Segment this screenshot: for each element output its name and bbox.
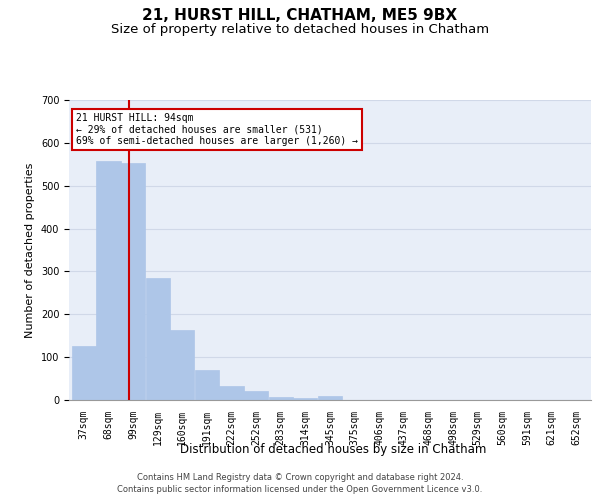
Bar — [293, 398, 317, 400]
Bar — [96, 161, 121, 400]
Text: Contains HM Land Registry data © Crown copyright and database right 2024.: Contains HM Land Registry data © Crown c… — [137, 472, 463, 482]
Y-axis label: Number of detached properties: Number of detached properties — [25, 162, 35, 338]
Bar — [170, 330, 194, 400]
Text: Contains public sector information licensed under the Open Government Licence v3: Contains public sector information licen… — [118, 485, 482, 494]
Text: 21 HURST HILL: 94sqm
← 29% of detached houses are smaller (531)
69% of semi-deta: 21 HURST HILL: 94sqm ← 29% of detached h… — [76, 113, 358, 146]
Bar — [121, 163, 145, 400]
Text: Size of property relative to detached houses in Chatham: Size of property relative to detached ho… — [111, 22, 489, 36]
Text: 21, HURST HILL, CHATHAM, ME5 9BX: 21, HURST HILL, CHATHAM, ME5 9BX — [142, 8, 458, 22]
Text: Distribution of detached houses by size in Chatham: Distribution of detached houses by size … — [180, 442, 486, 456]
Bar — [244, 392, 268, 400]
Bar — [195, 370, 219, 400]
Bar — [220, 386, 244, 400]
Bar — [269, 396, 293, 400]
Bar — [146, 278, 170, 400]
Bar — [318, 396, 342, 400]
Bar — [71, 346, 96, 400]
